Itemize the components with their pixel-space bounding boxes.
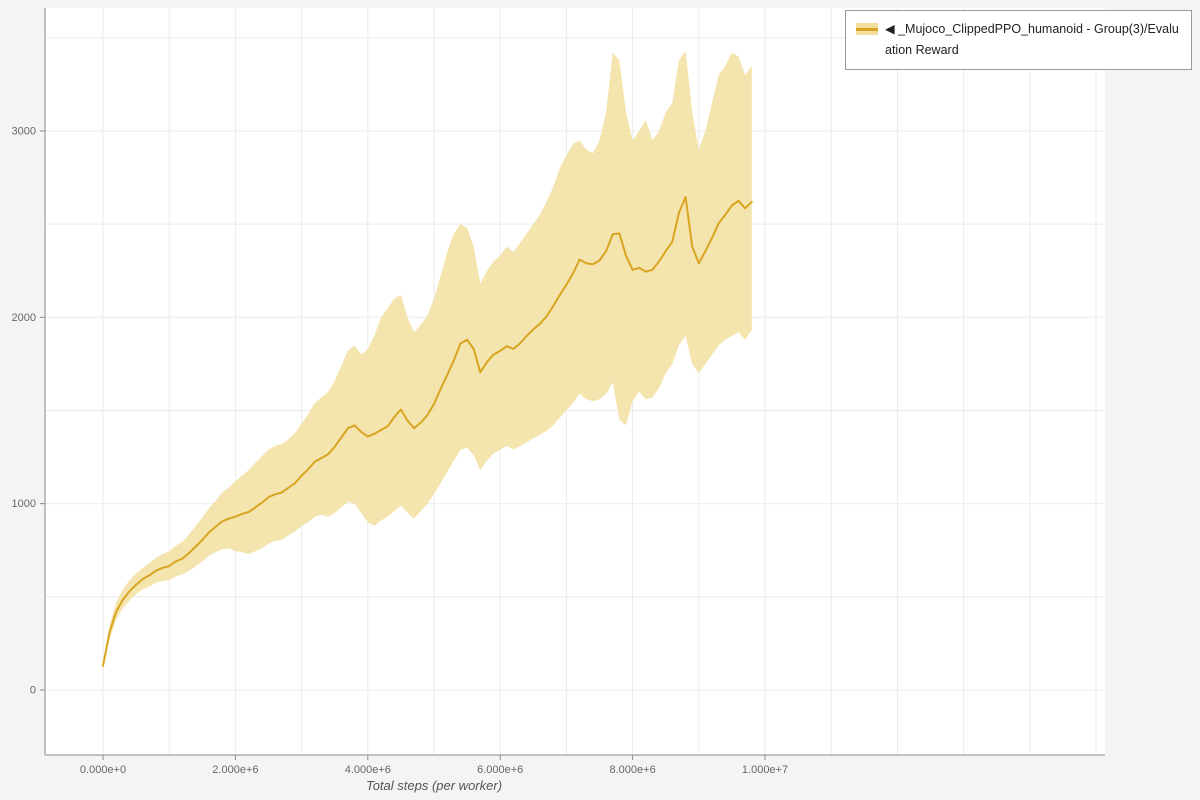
legend-item[interactable]: ◀ _Mujoco_ClippedPPO_humanoid - Group(3)…	[856, 19, 1181, 61]
legend: ◀ _Mujoco_ClippedPPO_humanoid - Group(3)…	[845, 10, 1192, 70]
y-tick-label: 0	[30, 685, 36, 697]
x-tick-label: 1.000e+7	[742, 764, 788, 776]
y-tick-label: 1000	[12, 498, 36, 510]
x-axis-title: Total steps (per worker)	[366, 778, 502, 793]
legend-label: ◀ _Mujoco_ClippedPPO_humanoid - Group(3)…	[885, 22, 1179, 57]
y-tick-label: 3000	[12, 125, 36, 137]
mean-reward-line	[102, 196, 753, 667]
x-tick-label: 2.000e+6	[212, 764, 258, 776]
confidence-band	[103, 50, 752, 670]
legend-series-band-icon	[856, 23, 878, 35]
legend-series-line-icon	[856, 27, 878, 31]
x-tick-label: 0.000e+0	[80, 764, 126, 776]
x-tick-label: 8.000e+6	[610, 764, 656, 776]
y-tick-label: 2000	[12, 312, 36, 324]
x-tick-label: 4.000e+6	[345, 764, 391, 776]
series-layer	[102, 50, 753, 670]
x-tick-label: 6.000e+6	[477, 764, 523, 776]
axes-layer: 0.000e+0 2.000e+6 4.000e+6 6.000e+6 8.000e+6…	[12, 8, 1105, 776]
